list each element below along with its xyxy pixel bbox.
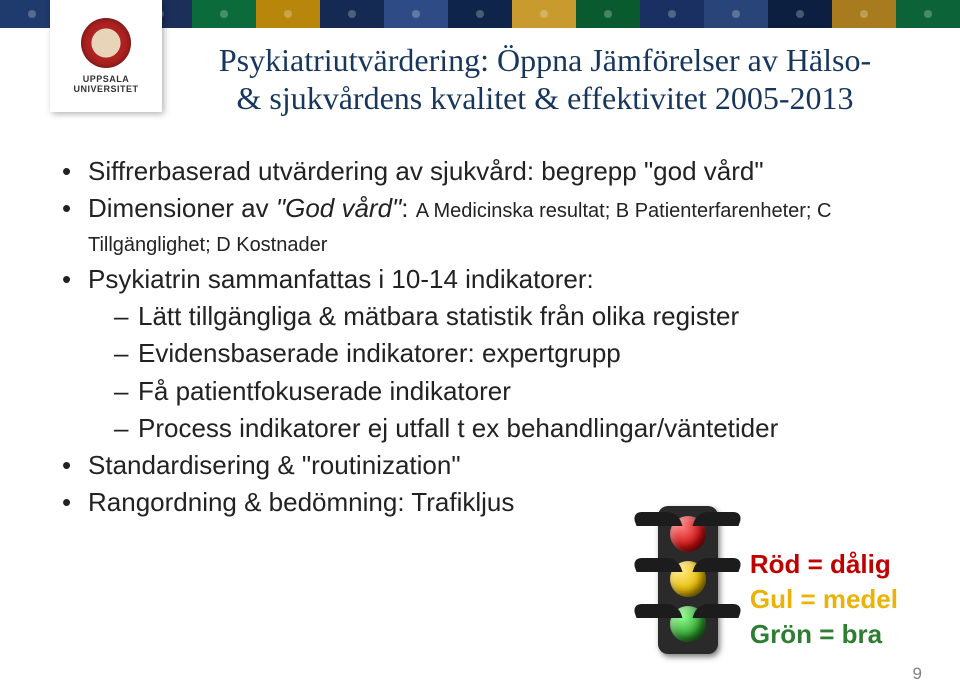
seal-icon [81,18,131,68]
logo-text: UPPSALA UNIVERSITET [73,74,138,95]
bullet-italic: "God vård" [276,193,401,223]
slide-title: Psykiatriutvärdering: Öppna Jämförelser … [195,42,895,118]
bullet-text: Standardisering & "routinization" [88,450,461,480]
traffic-light-box [658,506,718,654]
sub-bullet-item: Evidensbaserade indikatorer: expertgrupp [114,337,902,370]
sub-bullet-text: Process indikatorer ej utfall t ex behan… [138,413,778,443]
hood-icon [631,512,682,526]
legend-red: Röd = dålig [750,547,898,582]
legend-yellow: Gul = medel [750,582,898,617]
bullet-item: Psykiatrin sammanfattas i 10-14 indikato… [62,263,902,445]
bullet-list: Siffrerbaserad utvärdering av sjukvård: … [62,155,902,520]
title-line2: & sjukvårdens kvalitet & effektivitet 20… [236,80,853,116]
legend-green: Grön = bra [750,617,898,652]
sub-bullet-text: Evidensbaserade indikatorer: expertgrupp [138,338,621,368]
sub-bullet-item: Få patientfokuserade indikatorer [114,375,902,408]
hood-icon [692,604,743,618]
title-line1: Psykiatriutvärdering: Öppna Jämförelser … [219,42,871,78]
hood-icon [631,604,682,618]
bullet-prefix: Dimensioner av [88,193,276,223]
logo-line2: UNIVERSITET [73,84,138,94]
hood-icon [692,512,743,526]
sub-bullet-text: Få patientfokuserade indikatorer [138,376,511,406]
bullet-item: Siffrerbaserad utvärdering av sjukvård: … [62,155,902,188]
sub-bullet-list: Lätt tillgängliga & mätbara statistik fr… [114,300,902,445]
bullet-text: Siffrerbaserad utvärdering av sjukvård: … [88,156,764,186]
page-number: 9 [913,664,922,684]
slide-body: Siffrerbaserad utvärdering av sjukvård: … [62,155,902,524]
hood-icon [631,558,682,572]
hood-icon [692,558,743,572]
bullet-item: Dimensioner av "God vård": A Medicinska … [62,192,902,259]
bullet-item: Rangordning & bedömning: Trafikljus [62,486,902,519]
traffic-light-icon [640,506,735,666]
sub-bullet-item: Process indikatorer ej utfall t ex behan… [114,412,902,445]
color-legend: Röd = dålig Gul = medel Grön = bra [750,547,898,652]
bullet-suffix: : [401,193,415,223]
sub-bullet-item: Lätt tillgängliga & mätbara statistik fr… [114,300,902,333]
university-logo: UPPSALA UNIVERSITET [50,0,162,112]
bullet-text: Rangordning & bedömning: Trafikljus [88,487,514,517]
bullet-text: Psykiatrin sammanfattas i 10-14 indikato… [88,264,594,294]
sub-bullet-text: Lätt tillgängliga & mätbara statistik fr… [138,301,739,331]
bullet-item: Standardisering & "routinization" [62,449,902,482]
logo-line1: UPPSALA [83,74,130,84]
